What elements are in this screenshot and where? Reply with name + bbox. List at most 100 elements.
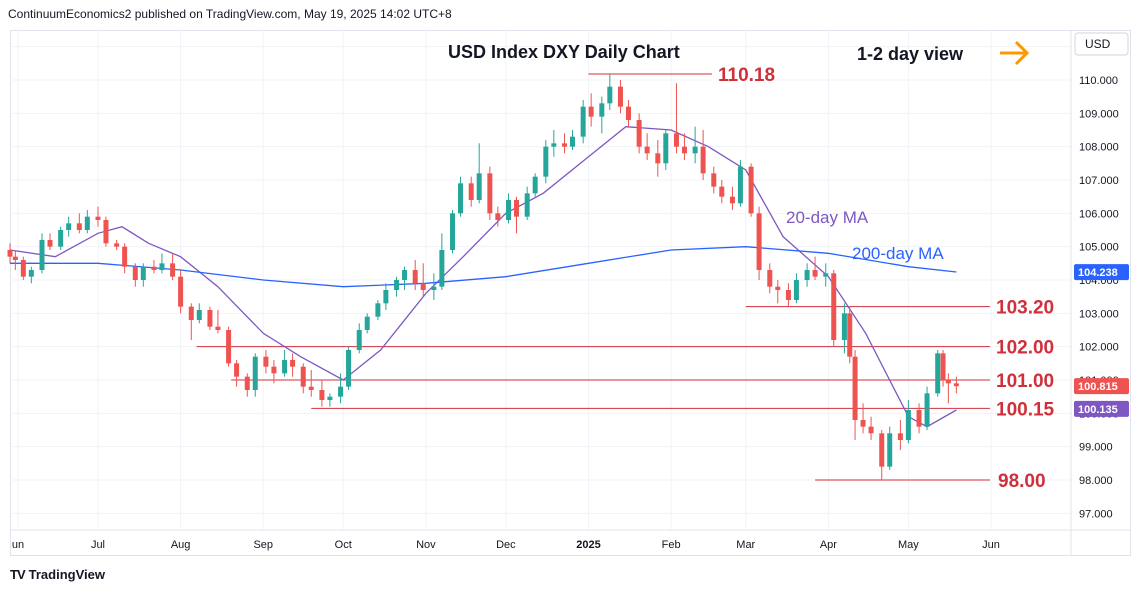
level-label: 103.20	[996, 298, 1054, 319]
x-tick-label: May	[898, 539, 919, 551]
candle	[114, 240, 120, 250]
candle	[319, 380, 325, 407]
candle	[711, 166, 717, 194]
candle-body	[916, 410, 922, 427]
x-tick-label: Feb	[662, 539, 681, 551]
candle-body	[636, 120, 642, 147]
candle-body	[487, 173, 493, 214]
candle	[234, 360, 240, 387]
candle	[812, 256, 818, 280]
candle-body	[439, 250, 445, 287]
candle	[402, 266, 408, 290]
candle-body	[364, 316, 370, 330]
candle-body	[692, 146, 698, 154]
candle-body	[924, 393, 930, 427]
candle	[823, 263, 829, 287]
level-label: 102.00	[996, 338, 1054, 359]
candle	[7, 243, 13, 264]
candle-body	[12, 256, 18, 260]
candle	[945, 373, 951, 404]
candle-body	[495, 213, 501, 220]
candle-body	[159, 263, 165, 270]
ma200-label: 200-day MA	[852, 244, 944, 263]
candle-body	[711, 173, 717, 187]
candle	[905, 400, 911, 444]
candle	[28, 266, 34, 284]
candle	[655, 140, 661, 177]
candle	[625, 100, 631, 127]
candle-body	[84, 216, 90, 230]
candle	[226, 326, 232, 367]
candle-body	[793, 280, 799, 300]
x-tick-label: 2025	[576, 539, 600, 551]
candle	[140, 263, 146, 287]
candle-body	[402, 270, 408, 280]
candle-body	[47, 240, 53, 247]
candle-body	[58, 230, 64, 247]
candle	[692, 126, 698, 164]
support-resistance-levels: 110.18 103.20 102.00 101.00 100.15 98.00	[196, 65, 1055, 492]
candle	[188, 303, 194, 340]
candle	[681, 133, 687, 160]
ma20-label: 20-day MA	[786, 208, 869, 227]
candle	[636, 113, 642, 154]
candle	[524, 186, 530, 220]
candle	[495, 206, 501, 227]
candle	[831, 270, 837, 347]
candle	[785, 283, 791, 307]
candle	[607, 74, 613, 110]
candle	[887, 426, 893, 470]
x-tick-label: Jul	[91, 539, 105, 551]
candle-body	[506, 200, 512, 220]
candle	[663, 130, 669, 170]
candle	[47, 233, 53, 250]
candle-body	[823, 273, 829, 277]
candle	[852, 350, 858, 440]
y-tick-label: 98.000	[1079, 475, 1113, 487]
candle-body	[737, 166, 743, 204]
ma20-line	[9, 126, 957, 428]
candle-body	[905, 410, 911, 440]
candle	[916, 403, 922, 434]
y-tick-label: 110.000	[1079, 75, 1118, 87]
candle-body	[7, 250, 13, 257]
candle	[588, 93, 594, 127]
x-tick-label: Mar	[736, 539, 755, 551]
candle-body	[729, 196, 735, 204]
currency-button[interactable]	[1074, 32, 1129, 56]
candle-body	[476, 173, 482, 200]
y-tick-label: 109.000	[1079, 108, 1119, 120]
candle	[394, 276, 400, 297]
candle	[561, 133, 567, 154]
candle	[599, 96, 605, 134]
candle	[122, 243, 128, 274]
level-label: 100.15	[996, 399, 1055, 420]
y-tick-label: 99.000	[1079, 442, 1113, 454]
candle-body	[524, 193, 530, 217]
candle-body	[375, 303, 381, 317]
view-label: 1-2 day view	[857, 44, 964, 64]
candle	[356, 323, 362, 354]
candle	[84, 210, 90, 234]
candle	[95, 206, 101, 227]
candle-body	[756, 213, 762, 270]
candle	[924, 386, 930, 430]
price-label-box	[1074, 378, 1129, 395]
y-tick-label: 108.000	[1079, 142, 1119, 154]
candle	[775, 280, 781, 304]
candle	[756, 206, 762, 280]
candle	[487, 166, 493, 220]
candle-body	[617, 86, 623, 107]
candle	[263, 350, 269, 374]
dxy-chart[interactable]: 111.000110.000109.000108.000107.000106.0…	[0, 0, 1143, 560]
candle-body	[812, 270, 818, 277]
candle-body	[953, 383, 959, 387]
candle-body	[607, 86, 613, 104]
candle-body	[420, 283, 426, 290]
candle-body	[76, 223, 82, 230]
candle-body	[532, 176, 538, 194]
candle	[897, 420, 903, 450]
candle	[569, 130, 575, 150]
candle-body	[282, 360, 288, 374]
candle	[767, 263, 773, 294]
